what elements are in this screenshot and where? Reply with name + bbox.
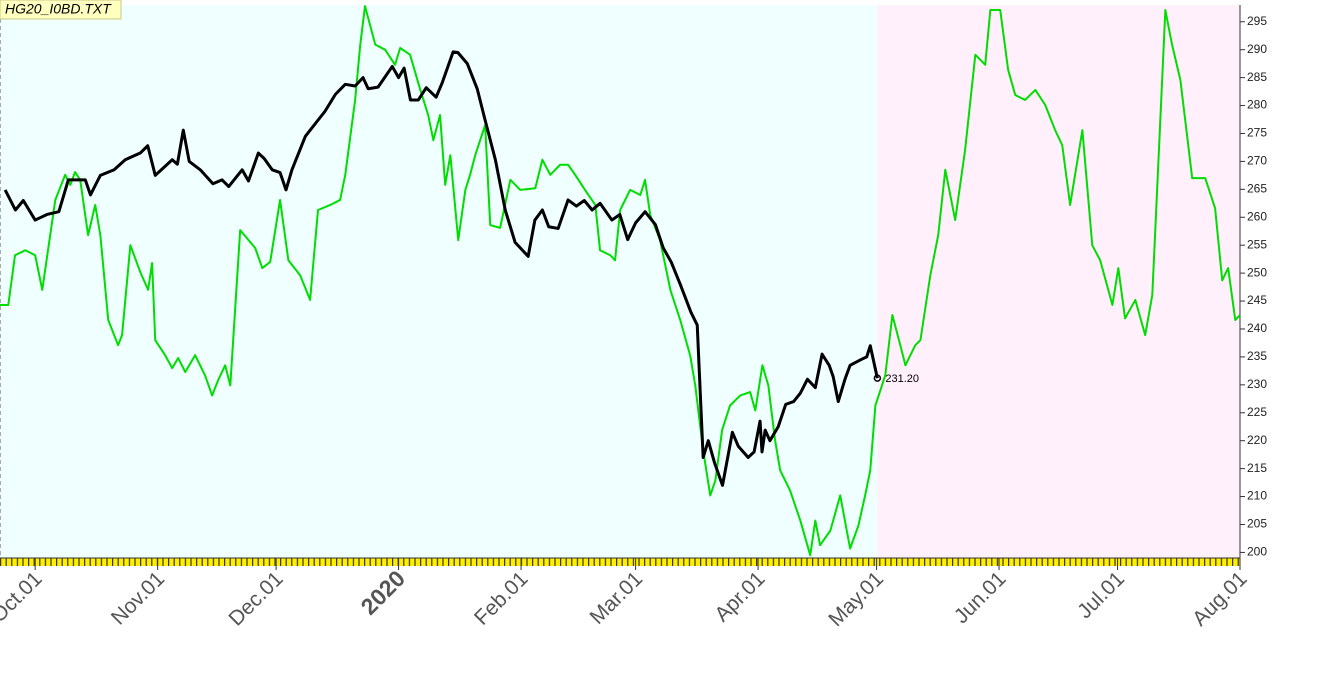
y-tick-label: 230 [1247,377,1267,391]
y-tick-label: 270 [1247,154,1267,168]
y-tick-label: 275 [1247,126,1267,140]
y-tick-label: 295 [1247,14,1267,28]
x-tick-label: Jun.01 [950,567,1011,628]
y-tick-label: 210 [1247,489,1267,503]
x-tick-label: Mar.01 [585,567,647,629]
series-line [3,50,879,487]
x-tick-label: Jul.01 [1073,567,1129,623]
y-tick-label: 235 [1247,349,1267,363]
y-tick-label: 255 [1247,237,1267,251]
history-background [0,5,878,558]
y-tick-label: 280 [1247,98,1267,112]
y-tick-label: 260 [1247,209,1267,223]
y-tick-label: 205 [1247,517,1267,531]
y-tick-label: 285 [1247,70,1267,84]
x-tick-label: Dec.01 [224,567,287,630]
projection-background [877,5,1240,558]
last-value-marker [873,374,882,382]
x-tick-label: May.01 [824,567,888,631]
x-tick-label: Nov.01 [107,567,169,629]
x-tick-label: Aug.01 [1188,567,1251,630]
y-tick-label: 265 [1247,182,1267,196]
chart-title: HG20_I0BD.TXT [5,1,112,17]
y-tick-label: 245 [1247,293,1267,307]
y-tick-label: 220 [1247,433,1267,447]
x-tick-label: Apr.01 [710,567,769,626]
y-tick-label: 225 [1247,405,1267,419]
ruler-ticks [0,558,1240,566]
y-tick-label: 215 [1247,461,1267,475]
plot-area: 231.20 [0,5,1241,557]
title-box [0,0,122,20]
series-line [0,5,1241,557]
last-value-label: 231.20 [885,373,919,385]
y-tick-label: 240 [1247,321,1267,335]
x-tick-label: Feb.01 [470,567,533,630]
x-tick-label: Oct.01 [0,567,47,627]
y-tick-label: 250 [1247,265,1267,279]
x-tick-label: 2020 [356,565,411,620]
y-tick-label: 290 [1247,42,1267,56]
y-tick-label: 200 [1247,545,1267,559]
